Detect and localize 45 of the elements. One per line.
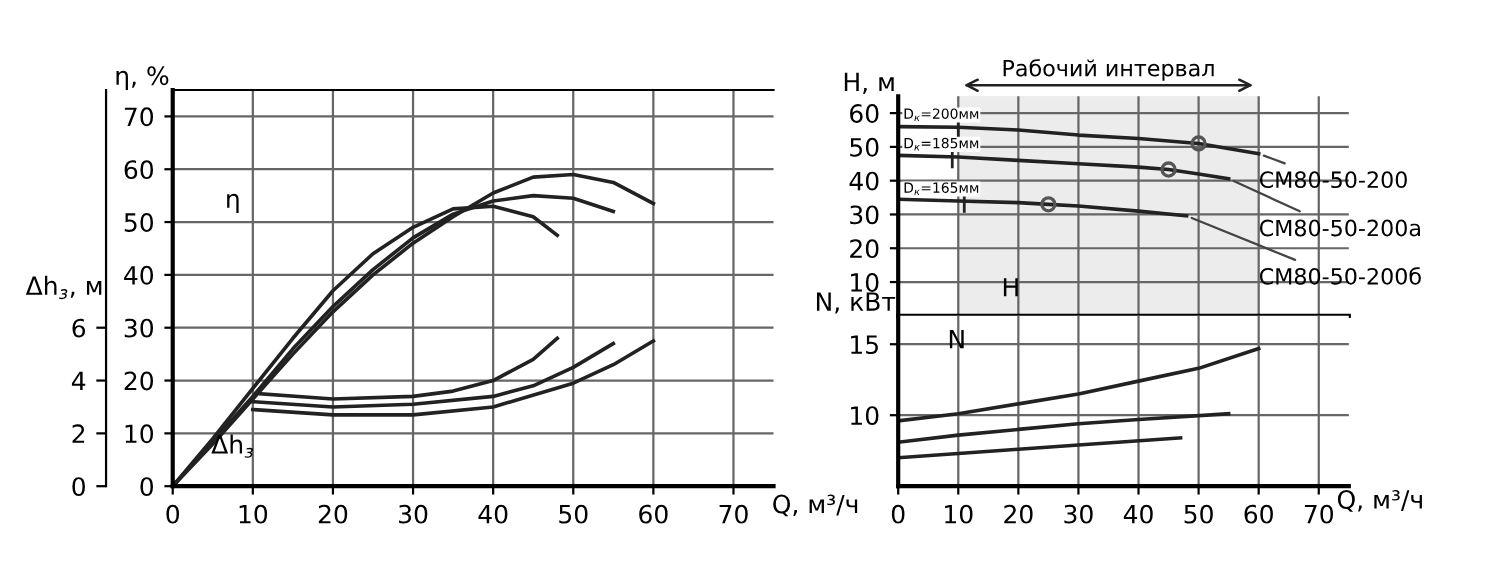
y2-tick-label: 0 — [72, 477, 85, 497]
x-tick-label: 70 — [719, 504, 748, 524]
x-tick-label: 60 — [639, 504, 668, 524]
x-tick-label: 30 — [1064, 504, 1093, 524]
y-tick-label: 70 — [124, 107, 154, 127]
y2-tick-label: 2 — [72, 424, 85, 443]
y-tick-label: 60 — [850, 104, 879, 123]
y-tick-label: 50 — [124, 213, 154, 232]
x-tick-label: 40 — [1123, 504, 1153, 524]
x-tick-label: 20 — [318, 504, 348, 524]
y2-axis-title: Δh$_{з}$, м — [25, 275, 102, 300]
annotation: η — [227, 193, 239, 214]
y-tick-label: 20 — [850, 239, 879, 259]
annotation: H — [1003, 278, 1018, 297]
x-tick-label: 50 — [559, 504, 588, 524]
y-tick-label: 10 — [125, 424, 154, 444]
x-tick-label: 70 — [1304, 504, 1333, 524]
band-label: Рабочий интервал — [1003, 58, 1214, 81]
y-tick-label: 50 — [850, 137, 879, 157]
y2-tick-label: 4 — [71, 371, 86, 391]
y-tick-label: 60 — [124, 160, 154, 180]
x-tick-label: 0 — [891, 504, 905, 524]
x-tick-label: 50 — [1184, 504, 1213, 524]
y-tick-label: 40 — [124, 265, 154, 285]
y-axis-title: H, м — [844, 72, 894, 94]
y-tick-label: 20 — [124, 371, 154, 391]
x-tick-label: 10 — [945, 504, 973, 524]
y-tick-label: 30 — [850, 205, 879, 225]
y-tick-label: 0 — [140, 477, 154, 497]
y2-tick-label: 6 — [72, 318, 86, 338]
x-tick-label: 0 — [166, 504, 180, 524]
x-tick-label: 20 — [1004, 504, 1033, 524]
y-tick-label: 10 — [851, 272, 879, 292]
x-tick-label: 60 — [1244, 504, 1273, 524]
y-tick-label: 15 — [851, 335, 878, 355]
x-tick-label: 30 — [399, 504, 428, 524]
x-axis-title: Q, м³/ч — [1337, 490, 1422, 512]
y-tick-label: 40 — [849, 171, 879, 191]
x-axis-title: Q, м³/ч — [773, 494, 858, 517]
x-tick-label: 40 — [478, 504, 508, 524]
y-axis-title: N, кВт — [816, 292, 896, 314]
y-tick-label: 30 — [124, 318, 154, 338]
y-tick-label: 10 — [851, 406, 879, 426]
x-tick-label: 10 — [239, 504, 268, 524]
y-axis-title: η, % — [116, 66, 169, 90]
